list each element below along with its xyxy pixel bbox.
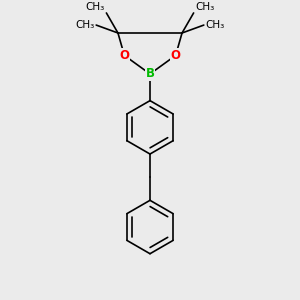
Text: B: B bbox=[146, 68, 154, 80]
Text: CH₃: CH₃ bbox=[205, 20, 224, 30]
Text: CH₃: CH₃ bbox=[195, 2, 214, 11]
Text: O: O bbox=[119, 49, 129, 62]
Text: O: O bbox=[171, 49, 181, 62]
Text: CH₃: CH₃ bbox=[76, 20, 95, 30]
Text: CH₃: CH₃ bbox=[86, 2, 105, 11]
